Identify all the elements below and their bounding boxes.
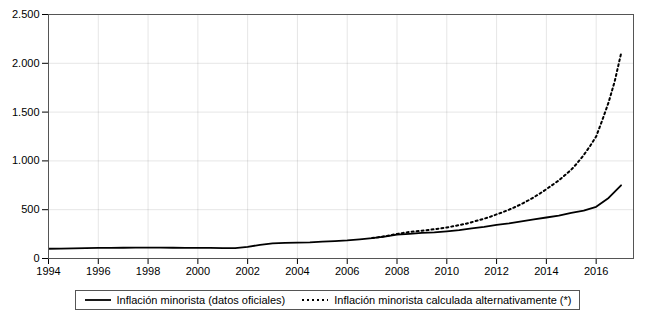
svg-text:2014: 2014 xyxy=(534,265,558,277)
svg-text:2006: 2006 xyxy=(335,265,359,277)
svg-text:0: 0 xyxy=(33,252,39,264)
svg-text:1998: 1998 xyxy=(136,265,160,277)
svg-text:2008: 2008 xyxy=(385,265,409,277)
svg-text:2.500: 2.500 xyxy=(12,8,40,20)
svg-text:2004: 2004 xyxy=(285,265,309,277)
html-text:Inflación minorista calculada: Inflación minorista calculada alternativ… xyxy=(334,294,572,306)
html-text:Inflación minorista (datos ofi: Inflación minorista (datos oficiales) xyxy=(116,294,286,306)
svg-text:2000: 2000 xyxy=(186,265,210,277)
svg-text:2016: 2016 xyxy=(584,265,608,277)
svg-text:2010: 2010 xyxy=(435,265,459,277)
svg-text:1.000: 1.000 xyxy=(12,154,40,166)
svg-text:2012: 2012 xyxy=(484,265,508,277)
svg-text:2.000: 2.000 xyxy=(12,57,40,69)
svg-text:500: 500 xyxy=(21,203,39,215)
svg-text:2002: 2002 xyxy=(235,265,259,277)
svg-text:1.500: 1.500 xyxy=(12,106,40,118)
svg-text:1996: 1996 xyxy=(86,265,110,277)
svg-text:1994: 1994 xyxy=(36,265,60,277)
